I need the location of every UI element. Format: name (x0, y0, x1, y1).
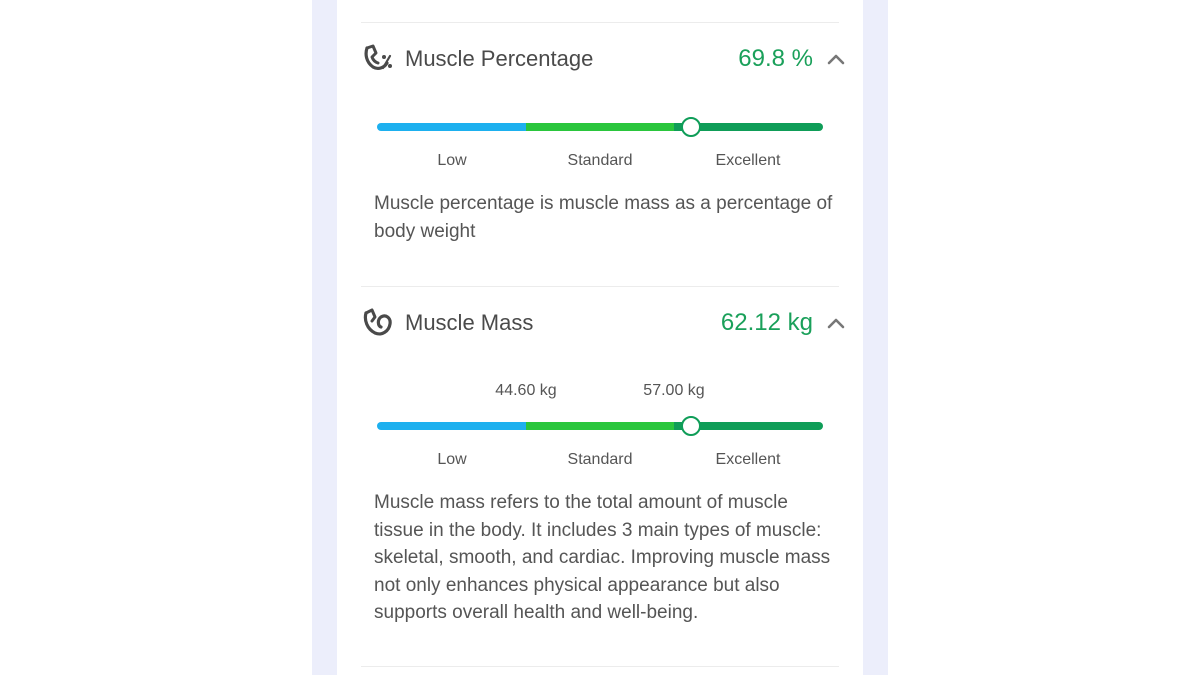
range-label-high: 57.00 kg (643, 382, 705, 399)
bar-segment-low (377, 422, 526, 430)
level-indicator (681, 117, 702, 137)
metric-value: 69.8 % (738, 45, 813, 72)
tier-label-standard: Standard (567, 451, 633, 468)
tier-label-low: Low (437, 451, 467, 468)
tier-label-excellent: Excellent (715, 152, 781, 169)
divider (361, 22, 839, 23)
level-indicator (681, 416, 702, 436)
divider (361, 666, 839, 667)
muscle-percentage-icon (361, 42, 393, 74)
section-title: Muscle Mass (405, 310, 534, 335)
chevron-up-icon[interactable] (827, 316, 845, 329)
section-title: Muscle Percentage (405, 46, 594, 71)
chevron-up-icon[interactable] (827, 52, 845, 65)
section-description: Muscle mass refers to the total amount o… (374, 492, 831, 623)
bar-segment-standard (525, 123, 675, 131)
level-bar (377, 117, 823, 137)
section-description: Muscle percentage is muscle mass as a pe… (374, 193, 833, 242)
tier-label-excellent: Excellent (715, 451, 781, 468)
bar-segment-excellent (674, 422, 823, 430)
tier-label-standard: Standard (567, 152, 633, 169)
level-bar (377, 416, 823, 436)
muscle-mass-icon (361, 306, 393, 338)
range-label-low: 44.60 kg (495, 382, 557, 399)
metrics-card: Muscle Percentage 69.8 % Low Standard Ex… (337, 0, 863, 675)
divider (361, 286, 839, 287)
metric-value: 62.12 kg (720, 309, 813, 336)
bar-segment-standard (525, 422, 675, 430)
bar-segment-excellent (674, 123, 823, 131)
bar-segment-low (377, 123, 526, 131)
tier-label-low: Low (437, 152, 467, 169)
